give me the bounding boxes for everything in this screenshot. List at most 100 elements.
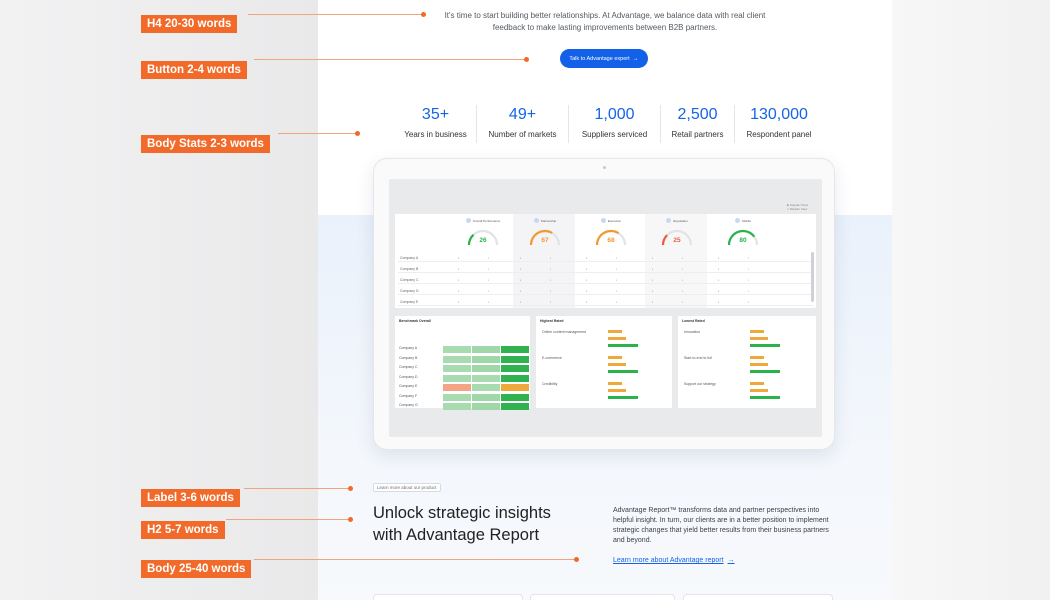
company-row[interactable]: Company B ▪ ▪ ▪ ▪ ▪ ▪ ▪ ▪ ▪ ▪ xyxy=(398,265,813,273)
mini-bar xyxy=(608,344,638,347)
metric-icon xyxy=(465,218,471,223)
row-indicator-icon: ▪ xyxy=(586,278,588,282)
stat-label: Years in business xyxy=(404,130,467,139)
row-indicator-icon: ▪ xyxy=(616,289,618,293)
row-indicator-icon: ▪ xyxy=(488,267,490,271)
row-indicator-icon: ▪ xyxy=(586,256,588,260)
dashboard-screen: ■ Supplier View □ Retailer View Overall … xyxy=(389,179,822,437)
heatmap-cell xyxy=(501,355,529,363)
heatmap-cell xyxy=(443,346,471,353)
row-indicator-icon: ▪ xyxy=(718,267,720,271)
feature-card[interactable] xyxy=(373,594,523,600)
benchmark-panel: Benchmark Overall Company A Company B Comp… xyxy=(395,316,530,410)
row-indicator-icon: ▪ xyxy=(748,278,750,282)
annotation-body: Body 25-40 words xyxy=(141,560,252,578)
metric-label: Mobile xyxy=(742,218,751,223)
heatmap-row-label: Company A xyxy=(399,346,418,350)
company-name: Company C xyxy=(400,278,419,282)
panel-title: Lowest Rated xyxy=(682,319,705,323)
row-indicator-icon: ▪ xyxy=(652,300,654,304)
heatmap-cell xyxy=(501,403,529,410)
feature-card[interactable] xyxy=(683,594,833,600)
annotation-dot xyxy=(574,557,579,562)
annotation-dot xyxy=(348,486,353,491)
stat-retail: 2,500 Retail partners xyxy=(661,105,735,143)
stat-value: 35+ xyxy=(421,106,450,123)
annotation-line xyxy=(278,133,358,134)
row-indicator-icon: ▪ xyxy=(550,256,552,260)
company-row[interactable]: Company D ▪ ▪ ▪ ▪ ▪ ▪ ▪ ▪ ▪ ▪ xyxy=(398,287,813,295)
talk-to-expert-button[interactable]: Talk to Advantage expert → xyxy=(560,49,648,68)
gauge-value: 67 xyxy=(541,237,549,244)
row-indicator-icon: ▪ xyxy=(616,278,618,282)
table-scrollbar[interactable] xyxy=(811,252,814,302)
hero-body: It's time to start building better relat… xyxy=(444,11,766,32)
stat-panel: 130,000 Respondent panel xyxy=(735,105,823,143)
mini-bar xyxy=(608,356,622,359)
mini-bar xyxy=(750,389,768,392)
row-indicator-icon: ▪ xyxy=(488,256,490,260)
heatmap-row-label: Company C xyxy=(399,365,418,369)
company-name: Company E xyxy=(400,300,419,304)
bar-group-label: E-commerce xyxy=(542,356,562,360)
heatmap-cell xyxy=(443,365,471,372)
learn-more-link[interactable]: Learn more about Advantage report → xyxy=(613,557,735,564)
stat-suppliers: 1,000 Suppliers serviced xyxy=(569,105,661,143)
heatmap-cell xyxy=(501,384,529,391)
row-indicator-icon: ▪ xyxy=(718,278,720,282)
row-indicator-icon: ▪ xyxy=(616,300,618,304)
stat-markets: 49+ Number of markets xyxy=(477,105,569,143)
cta-label: Talk to Advantage expert xyxy=(569,55,630,62)
annotation-h2: H2 5-7 words xyxy=(141,521,225,539)
mini-bar xyxy=(750,337,768,340)
row-indicator-icon: ▪ xyxy=(748,289,750,293)
section-heading: Unlock strategic insights with Advantage… xyxy=(373,504,551,544)
camera-dot xyxy=(603,166,606,169)
feature-card[interactable] xyxy=(530,594,675,600)
bar-group-label: Online content management xyxy=(542,330,586,334)
legend-item: Supplier View xyxy=(789,203,808,207)
stats-row: 35+ Years in business 49+ Number of mark… xyxy=(395,105,823,143)
stat-label: Retail partners xyxy=(671,130,724,139)
metric-header: Execution 68 xyxy=(581,218,641,247)
heatmap-cell xyxy=(501,346,529,353)
arrow-right-icon: → xyxy=(727,557,735,564)
annotation-line xyxy=(254,59,526,60)
row-indicator-icon: ▪ xyxy=(550,300,552,304)
stat-years: 35+ Years in business xyxy=(395,105,477,143)
annotation-line xyxy=(226,519,350,520)
mini-bar xyxy=(750,396,780,399)
heatmap-cell xyxy=(472,393,500,401)
annotation-button: Button 2-4 words xyxy=(141,61,247,79)
metric-icon xyxy=(735,218,741,223)
heatmap-cell xyxy=(472,384,500,391)
row-indicator-icon: ▪ xyxy=(718,289,720,293)
arrow-right-icon: → xyxy=(632,55,639,62)
mini-bar xyxy=(608,396,638,399)
row-indicator-icon: ▪ xyxy=(488,300,490,304)
bar-group-label: Credibility xyxy=(542,382,558,386)
heatmap-cell xyxy=(501,393,529,401)
gauge-value: 68 xyxy=(607,237,615,244)
metric-name: Mobile xyxy=(735,218,751,223)
gauge-value: 80 xyxy=(739,237,747,244)
row-indicator-icon: ▪ xyxy=(550,267,552,271)
section-label: Learn more about our product xyxy=(373,483,441,492)
company-row[interactable]: Company A ▪ ▪ ▪ ▪ ▪ ▪ ▪ ▪ ▪ ▪ xyxy=(398,254,813,262)
metric-header: Mobile 80 xyxy=(713,218,773,247)
mini-bar xyxy=(750,382,764,385)
panel-title: Highest Rated xyxy=(540,319,564,323)
row-indicator-icon: ▪ xyxy=(616,256,618,260)
stat-value: 1,000 xyxy=(594,106,635,123)
gauge: 67 xyxy=(529,229,561,246)
stat-value: 49+ xyxy=(508,106,537,123)
legend-dot-icon: □ xyxy=(787,207,789,211)
heatmap-cell xyxy=(472,403,500,410)
annotation-dot xyxy=(348,517,353,522)
company-row[interactable]: Company C ▪ ▪ ▪ ▪ ▪ ▪ ▪ ▪ ▪ ▪ xyxy=(398,276,813,284)
company-row[interactable]: Company E ▪ ▪ ▪ ▪ ▪ ▪ ▪ ▪ ▪ ▪ xyxy=(398,298,813,306)
row-indicator-icon: ▪ xyxy=(748,267,750,271)
heatmap-row-label: Company B xyxy=(399,355,418,360)
row-indicator-icon: ▪ xyxy=(520,256,522,260)
row-indicator-icon: ▪ xyxy=(682,300,684,304)
